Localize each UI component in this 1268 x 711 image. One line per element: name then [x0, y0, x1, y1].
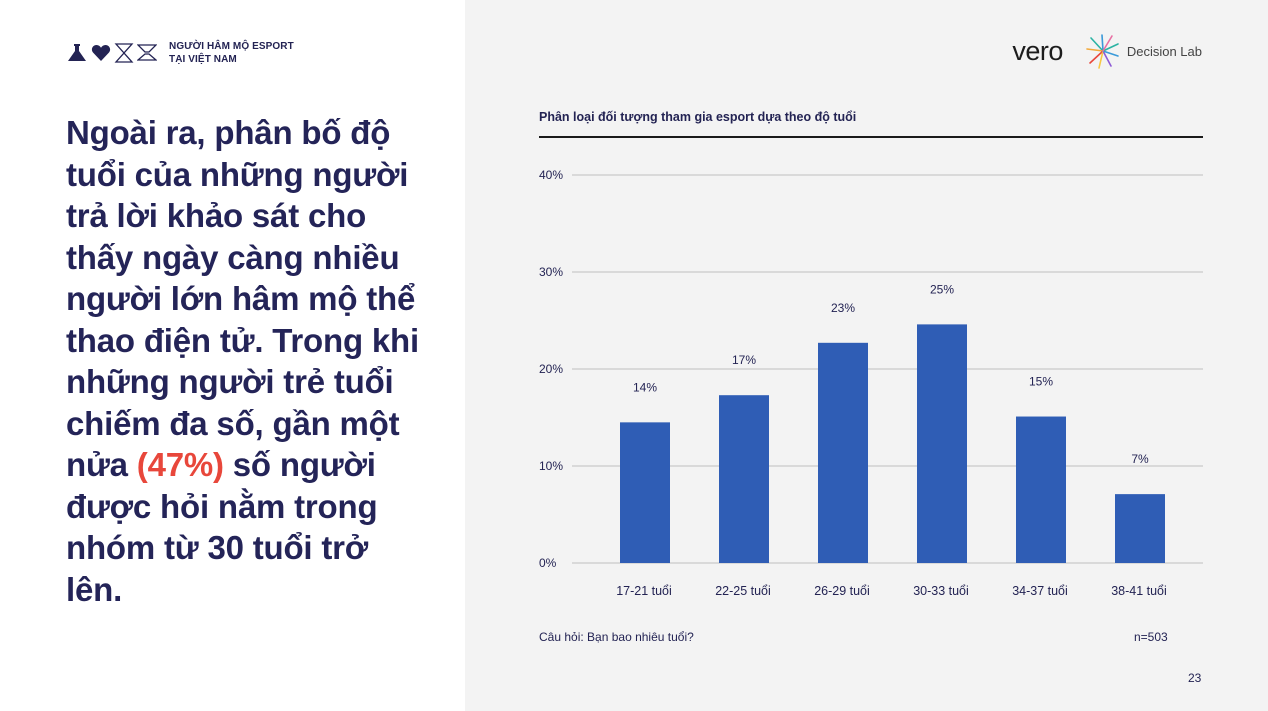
survey-question: Câu hỏi: Bạn bao nhiêu tuổi?	[539, 630, 694, 644]
x-tick-label: 38-41 tuổi	[1111, 584, 1167, 598]
y-tick-label: 30%	[539, 265, 563, 279]
headline-highlight: (47%)	[136, 446, 224, 483]
x-tick-label: 34-37 tuổi	[1012, 584, 1068, 598]
x-tick-label: 17-21 tuổi	[616, 584, 672, 598]
data-label: 15%	[1029, 375, 1053, 389]
y-tick-label: 0%	[539, 556, 557, 570]
y-tick-label: 20%	[539, 362, 563, 376]
x-tick-label: 30-33 tuổi	[913, 584, 969, 598]
brand-line-2: TẠI VIỆT NAM	[169, 54, 237, 65]
brand-line-1: NGƯỜI HÂM MỘ ESPORT	[169, 41, 294, 52]
headline: Ngoài ra, phân bố độ tuổi của những ngườ…	[66, 112, 426, 610]
bar	[1115, 494, 1165, 563]
chart-title-rule	[539, 136, 1203, 138]
data-label: 23%	[831, 301, 855, 315]
x-tick-label: 22-25 tuổi	[715, 584, 771, 598]
data-label: 17%	[732, 353, 756, 367]
headline-text-2: số người được hỏi nằm trong nhóm từ 30 t…	[66, 446, 378, 608]
brand-icons	[66, 43, 157, 63]
bar	[1016, 416, 1066, 563]
vero-logo: vero	[1012, 35, 1063, 66]
partner-logos: vero Decision Lab	[1012, 32, 1202, 70]
data-label: 14%	[633, 380, 657, 394]
hourglass-icon	[114, 43, 134, 63]
page-number: 23	[1188, 671, 1202, 685]
y-tick-label: 40%	[539, 168, 563, 182]
x-tick-label: 26-29 tuổi	[814, 584, 870, 598]
decision-lab-logo: Decision Lab	[1085, 32, 1202, 70]
brand-text: NGƯỜI HÂM MỘ ESPORT TẠI VIỆT NAM	[169, 40, 294, 66]
flask-icon	[68, 44, 86, 61]
bar	[818, 342, 868, 563]
left-panel: NGƯỜI HÂM MỘ ESPORT TẠI VIỆT NAM Ngoài r…	[0, 0, 465, 711]
sample-size: n=503	[1134, 630, 1168, 644]
bar	[719, 395, 769, 563]
brand-header: NGƯỜI HÂM MỘ ESPORT TẠI VIỆT NAM	[66, 40, 294, 66]
goblet-icon	[137, 44, 157, 61]
age-bar-chart: 0% 10% 20% 30% 40% 14% 17-21 tuổi 17% 22-25 tuổi…	[539, 168, 1203, 598]
bar	[620, 422, 670, 563]
decision-lab-text: Decision Lab	[1126, 43, 1202, 59]
bar	[917, 324, 967, 563]
heart-icon	[91, 45, 111, 61]
data-label: 25%	[930, 282, 954, 296]
chart-title: Phân loại đối tượng tham gia esport dựa …	[539, 110, 857, 124]
headline-text-1: Ngoài ra, phân bố độ tuổi của những ngườ…	[66, 114, 419, 483]
y-tick-label: 10%	[539, 459, 563, 473]
data-label: 7%	[1131, 452, 1149, 466]
starburst-icon	[1086, 34, 1119, 69]
